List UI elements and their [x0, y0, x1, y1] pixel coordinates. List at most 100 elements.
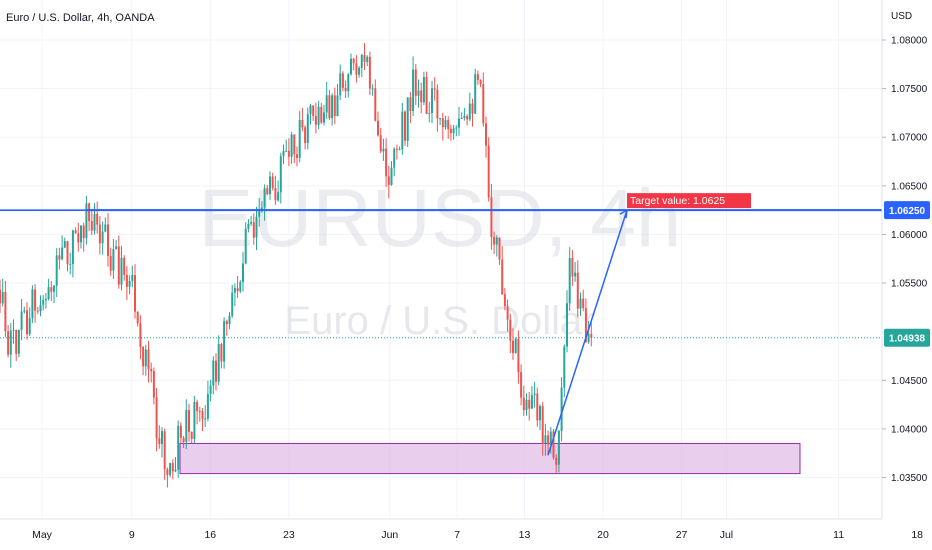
price-tick-label: 1.05500	[891, 279, 928, 290]
time-axis-panel[interactable]	[0, 519, 932, 550]
candle-body	[425, 76, 428, 114]
candle-body	[382, 148, 385, 152]
time-tick-label: Jun	[381, 529, 398, 541]
candle-body	[401, 111, 404, 150]
candle-body	[42, 300, 45, 305]
candle-body	[231, 292, 234, 316]
candle-body	[204, 418, 207, 420]
candle-body	[571, 258, 574, 277]
candle-body	[31, 289, 34, 319]
candle-body	[255, 216, 258, 238]
candle-body	[501, 259, 504, 295]
candle-body	[220, 344, 223, 362]
candle-body	[185, 410, 188, 442]
candle-body	[7, 331, 10, 355]
candle-body	[120, 257, 123, 285]
candle-body	[109, 255, 112, 271]
candle-body	[77, 233, 80, 243]
candle-body	[582, 298, 585, 309]
candle-body	[525, 399, 528, 411]
candle-body	[134, 275, 136, 312]
candle-body	[44, 298, 47, 301]
candle-body	[584, 308, 587, 343]
candle-body	[85, 203, 88, 239]
candle-body	[514, 338, 517, 353]
candle-body	[449, 128, 452, 134]
candle-body	[377, 120, 379, 136]
projection-arrow-line[interactable]	[547, 209, 628, 456]
drawings[interactable]: Target value: 1.0625	[0, 193, 882, 456]
candle-body	[314, 116, 317, 125]
candle-body	[201, 411, 204, 420]
candle-body	[509, 319, 512, 341]
candle-body	[206, 394, 209, 419]
candle-body	[158, 438, 161, 444]
price-badges: 1.06250 1.04938	[884, 201, 930, 347]
candle-body	[360, 54, 363, 68]
time-tick-label: 9	[129, 529, 135, 541]
candle-body	[55, 255, 58, 286]
candle-body	[0, 289, 1, 304]
candle-body	[404, 111, 406, 141]
candle-body	[320, 106, 323, 123]
candle-body	[233, 288, 236, 293]
candle-body	[455, 127, 458, 129]
candle-body	[71, 230, 74, 265]
candle-body	[460, 118, 463, 120]
currency-label: USD	[891, 11, 912, 22]
candle-body	[325, 95, 328, 113]
time-tick-label: 11	[833, 529, 844, 541]
candle-body	[63, 241, 66, 248]
candle-body	[406, 97, 409, 141]
candle-body	[336, 95, 339, 117]
candle-body	[193, 401, 196, 439]
candle-body	[466, 116, 469, 120]
candle-body	[479, 79, 482, 85]
time-tick-label: 7	[454, 529, 460, 541]
price-tick-label: 1.06000	[891, 230, 928, 241]
candle-body	[69, 264, 72, 266]
candle-body	[177, 425, 180, 470]
current-price-badge	[884, 328, 930, 347]
candle-body	[155, 397, 158, 439]
candle-body	[98, 224, 101, 244]
candle-body	[352, 58, 355, 64]
candle-body	[61, 247, 64, 260]
candle-body	[317, 106, 320, 125]
candle-body	[20, 311, 23, 330]
watermark-symbol: EURUSD, 4h	[198, 173, 681, 264]
candle-body	[347, 74, 350, 92]
candle-body	[444, 120, 447, 128]
support-zone-box[interactable]	[179, 442, 801, 475]
time-axis-ticks: May 9 16 23 Jun 7 13 20 27 Jul 11 18	[32, 529, 923, 541]
candle-body	[293, 134, 296, 155]
candle-body	[568, 258, 571, 304]
candles	[0, 43, 593, 488]
price-axis-panel[interactable]	[882, 0, 932, 550]
target-label-text: Target value: 1.0625	[630, 195, 725, 207]
candle-body	[93, 213, 96, 231]
target-price-badge	[884, 201, 930, 220]
candle-body	[47, 287, 50, 299]
candle-body	[579, 298, 582, 309]
candle-body	[279, 156, 282, 193]
candle-body	[12, 329, 15, 331]
candle-body	[301, 119, 304, 128]
candle-body	[282, 150, 285, 157]
candle-body	[350, 58, 352, 75]
candle-body	[150, 368, 153, 372]
candle-body	[395, 148, 398, 150]
candle-body	[223, 321, 226, 362]
candle-body	[198, 411, 201, 413]
candle-body	[306, 114, 309, 144]
candle-body	[560, 387, 563, 431]
support-zone[interactable]	[179, 442, 801, 475]
candle-body	[169, 463, 172, 475]
candle-body	[166, 469, 169, 475]
candle-body	[80, 225, 82, 243]
candle-body	[58, 255, 61, 260]
candle-body	[414, 69, 417, 96]
candle-body	[96, 213, 99, 225]
candle-body	[436, 89, 439, 119]
